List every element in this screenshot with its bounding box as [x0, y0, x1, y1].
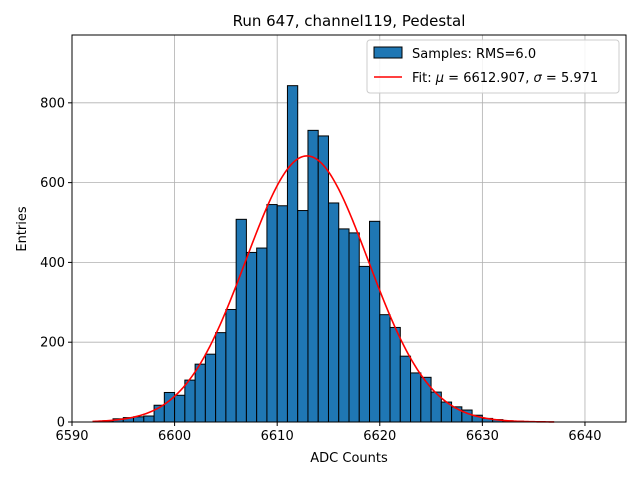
histogram-bar — [307, 129, 319, 423]
x-tick-label: 6620 — [363, 429, 396, 444]
histogram-bar — [379, 314, 391, 423]
histogram-bar — [369, 220, 381, 423]
histogram-bar — [174, 394, 186, 423]
histogram-bar — [389, 326, 401, 423]
y-tick-label: 0 — [57, 416, 65, 431]
legend-label-fit: Fit: μ = 6612.907, σ = 5.971 — [412, 71, 598, 86]
histogram-bar — [235, 218, 247, 423]
histogram-bar — [338, 228, 350, 423]
histogram-bar — [256, 247, 268, 423]
histogram-bar — [245, 251, 258, 423]
histogram-bar — [420, 376, 432, 423]
histogram-bar — [143, 415, 155, 423]
legend: Samples: RMS=6.0 Fit: μ = 6612.907, σ = … — [366, 39, 620, 94]
x-tick-label: 6640 — [568, 429, 601, 444]
x-tick-label: 6590 — [55, 429, 88, 444]
plot-frame — [71, 34, 627, 423]
y-tick-label: 200 — [40, 336, 65, 351]
legend-swatch-samples — [373, 46, 403, 59]
x-axis-title: ADC Counts — [310, 451, 388, 466]
x-axis-ticks: 6590 6600 6610 6620 6630 6640 — [55, 422, 602, 444]
histogram-bar — [184, 379, 196, 423]
histogram-bar — [286, 85, 299, 423]
y-axis-title: Entries — [15, 206, 30, 252]
histogram-bar — [225, 308, 237, 423]
y-tick-label: 600 — [40, 176, 65, 191]
x-tick-label: 6610 — [261, 429, 294, 444]
y-tick-label: 400 — [40, 256, 65, 271]
chart-title: Run 647, channel119, Pedestal — [233, 12, 466, 30]
histogram-bar — [276, 205, 288, 423]
x-tick-label: 6600 — [158, 429, 191, 444]
x-tick-label: 6630 — [466, 429, 499, 444]
histogram-bar — [266, 204, 278, 423]
legend-label-samples: Samples: RMS=6.0 — [412, 47, 536, 62]
fit-curve — [92, 155, 555, 423]
y-tick-label: 800 — [40, 96, 65, 111]
legend-box — [366, 39, 620, 94]
histogram-bar — [327, 202, 340, 423]
histogram-bar — [194, 363, 206, 423]
histogram-bar — [204, 353, 217, 423]
histogram-bar — [358, 265, 371, 423]
histogram-bar — [348, 232, 360, 423]
histogram-bar — [317, 135, 329, 423]
histogram-bar — [297, 210, 309, 423]
y-axis-ticks: 0 200 400 600 800 — [40, 96, 72, 431]
histogram-bar — [399, 355, 412, 423]
histogram-bar — [215, 332, 227, 423]
histogram-bar — [410, 372, 422, 423]
